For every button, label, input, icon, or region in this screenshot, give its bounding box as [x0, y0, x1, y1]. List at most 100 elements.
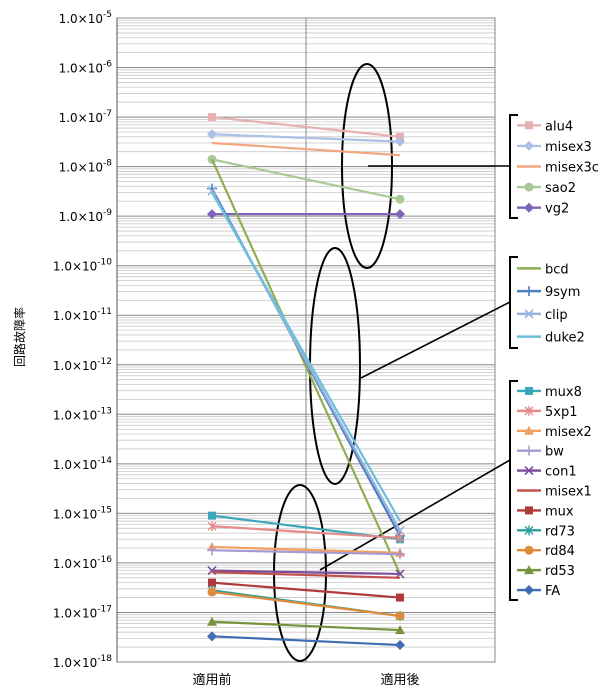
legend-label: FA — [545, 584, 560, 599]
series-line-bw — [211, 549, 401, 556]
data-point — [208, 511, 216, 520]
data-point — [524, 565, 534, 575]
plot-area — [116, 17, 496, 663]
legend-label: misex3 — [545, 140, 592, 155]
data-point — [395, 194, 405, 204]
y-tick-label: 1.0×10-5 — [59, 10, 112, 26]
legend-item-rd84: rd84 — [517, 544, 575, 559]
data-point — [524, 309, 534, 319]
legend-item-duke2: duke2 — [517, 331, 585, 346]
legend-label: 9sym — [545, 285, 580, 300]
legend-item-9sym: 9sym — [517, 285, 580, 300]
legend-label: alu4 — [545, 119, 573, 134]
series-line-misex3 — [211, 133, 401, 143]
data-point — [524, 466, 534, 476]
series-line-alu4 — [211, 115, 401, 138]
data-point — [207, 521, 217, 532]
data-point — [395, 569, 405, 579]
series-line-rd53 — [211, 620, 401, 632]
series-line-sao2 — [211, 158, 401, 201]
legend-item-bcd: bcd — [517, 262, 569, 277]
x-tick-labels: 適用前 適用後 — [192, 672, 419, 688]
data-point — [525, 121, 533, 130]
legend-item-5xp1: 5xp1 — [517, 405, 578, 420]
data-point — [207, 209, 217, 220]
series-line-misex3c — [211, 141, 401, 157]
y-tick-label: 1.0×10-8 — [59, 159, 113, 175]
legend-label: clip — [545, 308, 568, 323]
y-tick-label: 1.0×10-15 — [53, 505, 112, 521]
legend-item-vg2: vg2 — [517, 202, 569, 217]
legend-bracket — [509, 114, 518, 219]
data-point — [524, 182, 534, 192]
legend-group-1: alu4 misex3 misex3c sao2 vg2 — [509, 114, 599, 219]
legend-label: misex3c — [545, 161, 599, 176]
legend-item-alu4: alu4 — [517, 119, 573, 134]
data-point — [395, 525, 405, 536]
data-point — [524, 286, 534, 297]
y-tick-label: 1.0×10-16 — [53, 555, 112, 571]
legend-connector — [360, 301, 511, 379]
legend-label: mux — [545, 504, 574, 519]
legend-group-3: mux8 5xp1 misex2 bw con1 misex1 mux rd73 rd84 rd5… — [509, 380, 592, 601]
y-tick-label: 1.0×10-12 — [53, 357, 112, 373]
y-tick-label: 1.0×10-18 — [53, 654, 112, 670]
data-point — [395, 625, 405, 635]
legend-item-clip: clip — [517, 308, 568, 323]
y-tick-label: 1.0×10-14 — [53, 456, 112, 472]
data-point — [208, 578, 216, 587]
y-tick-label: 1.0×10-17 — [53, 604, 112, 620]
grid-lines — [117, 17, 495, 663]
legend-label: misex2 — [545, 425, 592, 440]
legend-label: sao2 — [545, 181, 576, 196]
data-point — [525, 386, 533, 395]
legend-label: rd73 — [545, 524, 575, 539]
x-tick-label: 適用前 — [192, 672, 231, 688]
legend-label: con1 — [545, 465, 577, 480]
legend-label: rd53 — [545, 564, 575, 579]
y-tick-label: 1.0×10-13 — [53, 406, 112, 422]
data-point — [207, 616, 217, 626]
data-point — [524, 445, 534, 456]
legend-label: duke2 — [545, 331, 585, 346]
legend-item-con1: con1 — [517, 465, 577, 480]
legend-bracket — [509, 380, 518, 601]
data-point — [207, 129, 217, 140]
legend-item-misex3c: misex3c — [517, 161, 599, 176]
data-point — [395, 611, 405, 621]
legend-item-mux8: mux8 — [517, 385, 582, 400]
data-point — [524, 425, 534, 435]
series-line-duke2 — [211, 191, 401, 522]
legend-item-rd73: rd73 — [517, 524, 575, 539]
y-tick-label: 1.0×10-7 — [59, 109, 112, 125]
legend-bracket — [509, 256, 518, 349]
y-tick-label: 1.0×10-9 — [59, 208, 113, 224]
legend-label: mux8 — [545, 385, 582, 400]
data-point — [524, 585, 534, 596]
legend-item-sao2: sao2 — [517, 181, 576, 196]
legends: alu4 misex3 misex3c sao2 vg2 bcd 9sym clip duke2… — [509, 114, 599, 601]
data-point — [207, 631, 217, 642]
data-point — [524, 140, 534, 151]
y-axis-label: 回路故障率 — [12, 307, 27, 367]
legend-label: misex1 — [545, 485, 592, 500]
legend-item-misex2: misex2 — [517, 425, 592, 440]
data-point — [524, 202, 534, 213]
data-point — [525, 506, 533, 515]
legend-item-bw: bw — [517, 445, 564, 460]
legend-label: bw — [545, 445, 564, 460]
data-point — [395, 532, 405, 543]
legend-label: rd84 — [545, 544, 575, 559]
series-lines — [207, 113, 405, 651]
data-point — [396, 593, 404, 602]
series-line-FA — [211, 635, 401, 647]
data-point — [207, 186, 217, 196]
y-tick-label: 1.0×10-6 — [59, 60, 113, 76]
legend-label: bcd — [545, 262, 569, 277]
data-point — [524, 545, 534, 555]
series-line-rd84 — [211, 590, 401, 618]
legend-item-misex1: misex1 — [517, 485, 592, 500]
data-point — [524, 405, 534, 416]
data-point — [208, 113, 216, 122]
